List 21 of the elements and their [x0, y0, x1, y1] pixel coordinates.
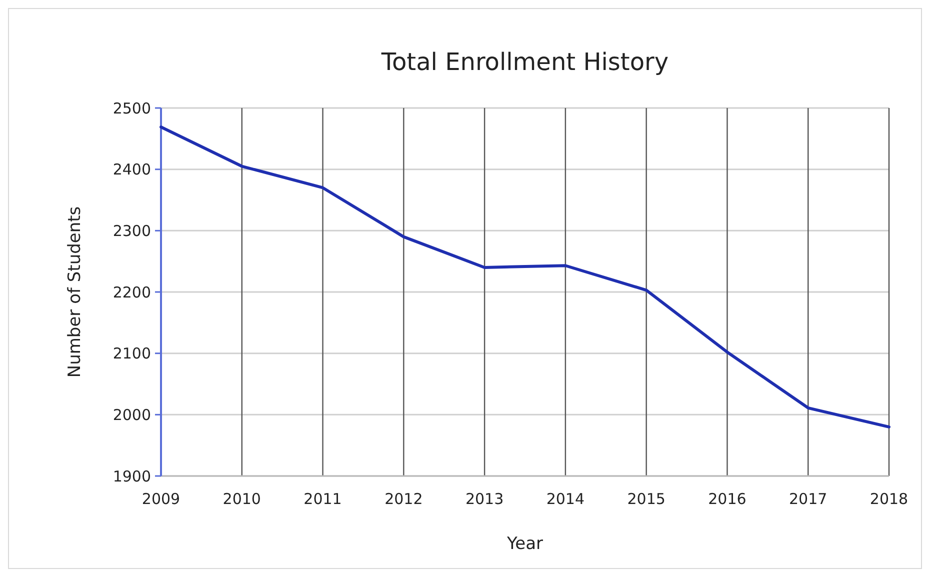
x-axis-title: Year [506, 534, 544, 554]
x-tick-label: 2016 [708, 490, 746, 508]
x-tick-label: 2015 [627, 490, 666, 508]
y-tick-label: 2300 [112, 222, 151, 240]
x-tick-label: 2011 [304, 490, 342, 508]
x-tick-label: 2017 [789, 490, 828, 508]
x-tick-label: 2012 [384, 490, 423, 508]
y-tick-label: 2200 [112, 283, 151, 302]
y-tick-label: 1900 [112, 467, 151, 486]
x-tick-label: 2014 [546, 490, 585, 508]
y-tick-label: 2500 [112, 99, 151, 118]
x-tick-label: 2010 [222, 490, 261, 508]
x-tick-label: 2018 [870, 490, 908, 508]
x-tick-label: 2009 [142, 490, 180, 508]
y-axis-title: Number of Students [65, 206, 85, 378]
y-tick-label: 2100 [112, 344, 151, 363]
x-tick-label: 2013 [465, 490, 504, 508]
chart-title: Total Enrollment History [380, 48, 669, 76]
y-tick-label: 2000 [112, 406, 151, 424]
y-tick-label: 2400 [112, 160, 151, 179]
line-series [160, 126, 890, 428]
